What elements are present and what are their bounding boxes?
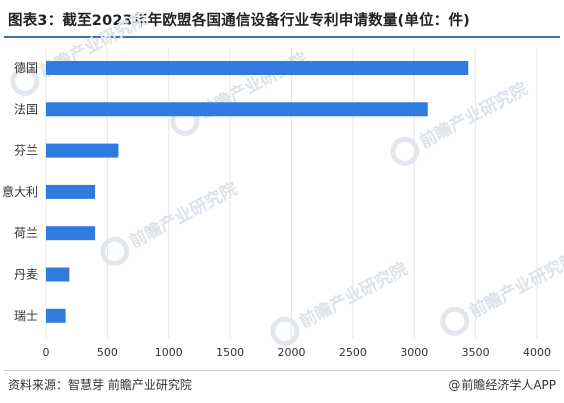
watermark-logo-icon (390, 136, 420, 166)
watermark-logo-icon (440, 306, 470, 336)
x-tick-label: 1000 (155, 346, 183, 359)
bars (46, 61, 469, 323)
bar-2 (46, 102, 428, 117)
category-label: 意大利 (2, 184, 38, 199)
x-tick-label: 3000 (400, 346, 428, 359)
x-tick-label: 0 (43, 346, 50, 359)
category-label: 芬兰 (14, 144, 38, 158)
category-label: 德国 (14, 60, 38, 75)
watermark: 前瞻产业研究院 (270, 258, 411, 346)
category-label: 法国 (14, 102, 38, 116)
category-label: 丹麦 (14, 268, 38, 282)
chart-title: 图表3：截至2023年年欧盟各国通信设备行业专利申请数量(单位：件) (8, 13, 470, 29)
watermark-text: 前瞻产业研究院 (416, 78, 531, 152)
category-label: 荷兰 (14, 226, 38, 240)
watermark-logo-icon (270, 316, 300, 346)
watermark-logo-icon (10, 66, 40, 96)
watermark: 前瞻产业研究院 (440, 248, 564, 336)
brand-symbol: @ (448, 378, 461, 392)
footer-divider (4, 370, 560, 371)
watermark: 前瞻产业研究院 (100, 178, 241, 266)
source-note: 资料来源：智慧芽 前瞻产业研究院 (8, 378, 192, 392)
bar-5 (46, 226, 96, 241)
category-label: 瑞士 (14, 309, 38, 323)
x-tick-label: 3500 (462, 346, 490, 359)
watermark-text: 前瞻产业研究院 (296, 258, 411, 332)
bar-7 (46, 308, 66, 323)
watermark: 前瞻产业研究院 (170, 48, 311, 136)
watermark: 前瞻产业研究院 (10, 8, 151, 96)
x-tick-label: 2500 (339, 346, 367, 359)
bar-3 (46, 143, 119, 158)
watermark: 前瞻产业研究院 (390, 78, 531, 166)
x-tick-labels: 0 500 1000 1500 2000 2500 3000 3500 4000 (43, 346, 552, 359)
x-tick-label: 500 (97, 346, 118, 359)
watermark-logo-icon (100, 236, 130, 266)
bar-6 (46, 267, 70, 282)
watermark-text: 前瞻产业研究院 (126, 178, 241, 252)
x-tick-label: 4000 (523, 346, 551, 359)
brand-credit: @前瞻经济学人APP (448, 376, 556, 393)
gridlines (45, 48, 538, 338)
brand-name: 前瞻经济学人APP (461, 378, 556, 392)
watermark-text: 前瞻产业研究院 (466, 248, 564, 322)
title-divider (4, 36, 560, 38)
bar-4 (46, 184, 96, 199)
x-tick-label: 2000 (278, 346, 306, 359)
x-tick-label: 1500 (216, 346, 244, 359)
bar-1 (46, 61, 469, 75)
